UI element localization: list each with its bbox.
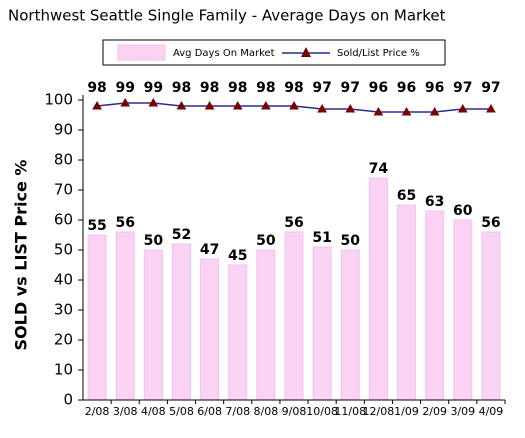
legend-swatch bbox=[117, 44, 166, 61]
bar-value-label: 50 bbox=[256, 233, 276, 249]
line-value-label: 97 bbox=[341, 80, 360, 96]
x-tick-label: 10/08 bbox=[306, 405, 338, 418]
line-marker bbox=[232, 100, 243, 110]
bar bbox=[284, 231, 304, 401]
bar bbox=[200, 258, 220, 401]
chart-title: Northwest Seattle Single Family - Averag… bbox=[8, 7, 446, 25]
y-tick-label: 40 bbox=[54, 271, 73, 289]
y-tick-label: 0 bbox=[63, 391, 73, 409]
y-tick-label: 30 bbox=[54, 301, 73, 319]
y-tick-label: 20 bbox=[54, 331, 73, 349]
bar bbox=[481, 231, 501, 401]
y-axis-label: SOLD vs LIST Price % bbox=[12, 160, 31, 351]
line-marker bbox=[176, 100, 187, 110]
line-marker bbox=[204, 100, 215, 110]
y-tick-label: 70 bbox=[54, 181, 73, 199]
x-tick-label: 2/08 bbox=[85, 405, 110, 418]
bar-value-label: 56 bbox=[481, 215, 500, 231]
bar bbox=[453, 219, 473, 401]
bar-value-label: 65 bbox=[397, 188, 416, 204]
line-marker bbox=[401, 106, 412, 116]
y-tick-label: 100 bbox=[44, 91, 73, 109]
x-tick-label: 1/09 bbox=[394, 405, 419, 418]
legend-marker bbox=[301, 47, 311, 57]
bar-value-label: 56 bbox=[284, 215, 303, 231]
x-tick-label: 9/08 bbox=[282, 405, 307, 418]
x-tick-label: 3/09 bbox=[450, 405, 475, 418]
line-value-label: 99 bbox=[144, 80, 163, 96]
bar-value-label: 60 bbox=[453, 203, 473, 219]
x-tick-label: 6/08 bbox=[197, 405, 222, 418]
line-value-label: 99 bbox=[115, 80, 134, 96]
bar-value-label: 50 bbox=[144, 233, 164, 249]
line-value-label: 98 bbox=[87, 80, 106, 96]
bar-value-label: 56 bbox=[115, 215, 134, 231]
line-value-label: 97 bbox=[312, 80, 331, 96]
legend-label: Avg Days On Market bbox=[173, 48, 275, 59]
line-marker bbox=[148, 97, 159, 107]
line-marker bbox=[289, 100, 299, 110]
bar bbox=[256, 249, 276, 401]
x-tick-label: 2/09 bbox=[422, 405, 447, 418]
line-value-label: 98 bbox=[256, 80, 275, 96]
bar bbox=[228, 264, 248, 401]
line-marker bbox=[120, 97, 131, 107]
line-value-label: 97 bbox=[453, 80, 472, 96]
bar-value-label: 74 bbox=[369, 161, 389, 177]
line-marker bbox=[373, 106, 384, 116]
bar bbox=[115, 231, 135, 401]
y-tick-label: 80 bbox=[54, 151, 73, 169]
line-marker bbox=[486, 103, 496, 113]
line-value-label: 96 bbox=[425, 80, 444, 96]
line-value-label: 96 bbox=[369, 80, 388, 96]
y-tick-label: 60 bbox=[54, 211, 73, 229]
bar-value-label: 52 bbox=[172, 227, 191, 243]
bar-value-label: 50 bbox=[341, 233, 361, 249]
x-tick-label: 7/08 bbox=[225, 405, 250, 418]
bar-value-label: 45 bbox=[228, 248, 247, 264]
bar bbox=[312, 246, 332, 401]
bar-value-label: 63 bbox=[425, 194, 444, 210]
line-value-label: 98 bbox=[284, 80, 303, 96]
bar-value-label: 51 bbox=[312, 230, 331, 246]
x-tick-label: 11/08 bbox=[334, 405, 366, 418]
bar-value-label: 47 bbox=[200, 242, 219, 258]
line-marker bbox=[345, 103, 356, 113]
line-marker bbox=[457, 103, 468, 113]
y-tick-label: 90 bbox=[54, 121, 73, 139]
x-tick-label: 12/08 bbox=[363, 405, 395, 418]
line-value-label: 96 bbox=[397, 80, 416, 96]
y-tick-label: 10 bbox=[54, 361, 73, 379]
bar bbox=[143, 249, 163, 401]
line-value-label: 98 bbox=[200, 80, 219, 96]
line-value-label: 98 bbox=[172, 80, 191, 96]
bar bbox=[340, 249, 360, 401]
bar bbox=[397, 204, 417, 401]
bar-value-label: 55 bbox=[87, 218, 106, 234]
bar bbox=[368, 177, 388, 401]
x-tick-label: 5/08 bbox=[169, 405, 194, 418]
x-tick-label: 8/08 bbox=[254, 405, 279, 418]
line-marker bbox=[261, 100, 271, 110]
line-value-label: 98 bbox=[228, 80, 247, 96]
x-tick-label: 4/08 bbox=[141, 405, 166, 418]
bar bbox=[87, 234, 107, 401]
legend-label: Sold/List Price % bbox=[337, 48, 420, 59]
bar bbox=[171, 243, 191, 401]
line-marker bbox=[429, 106, 440, 116]
line-value-label: 97 bbox=[481, 80, 500, 96]
line-marker bbox=[317, 103, 327, 113]
bar bbox=[425, 210, 445, 401]
x-tick-label: 4/09 bbox=[479, 405, 504, 418]
x-tick-label: 3/08 bbox=[113, 405, 138, 418]
y-tick-label: 50 bbox=[54, 241, 73, 259]
line-marker bbox=[92, 100, 102, 110]
